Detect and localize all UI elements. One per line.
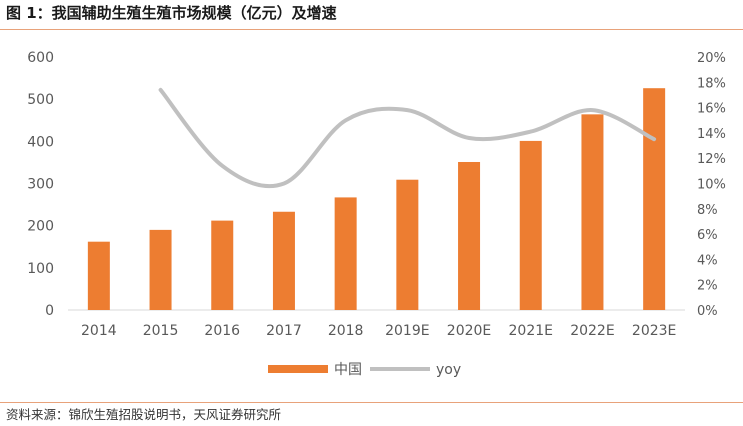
right-axis-tick-label: 4% — [697, 253, 718, 268]
legend-label-china: 中国 — [334, 362, 362, 378]
left-axis-tick-label: 500 — [27, 92, 54, 108]
left-axis-tick-label: 300 — [27, 177, 54, 193]
right-axis-tick-label: 2% — [697, 279, 718, 294]
right-axis-tick-label: 12% — [697, 152, 726, 167]
right-axis-tick-label: 14% — [697, 127, 726, 142]
right-axis-tick-label: 10% — [697, 178, 726, 193]
right-axis-tick-label: 16% — [697, 102, 726, 117]
x-axis-tick-label: 2022E — [570, 323, 614, 339]
x-axis-tick-label: 2019E — [385, 323, 429, 339]
left-axis-tick-label: 0 — [45, 303, 54, 319]
bar-2014 — [87, 241, 110, 310]
left-axis-ticks: 0 100 200 300 400 500 600 — [27, 50, 54, 319]
source-note: 资料来源：锦欣生殖招股说明书，天风证券研究所 — [6, 407, 282, 422]
bar-2022E — [581, 114, 604, 310]
bar-2023E — [643, 88, 666, 310]
x-axis-tick-label: 2014 — [81, 323, 117, 339]
bar-2016 — [211, 220, 234, 310]
source-divider — [0, 402, 743, 403]
right-axis-tick-label: 8% — [697, 203, 718, 218]
bar-2018 — [334, 197, 357, 310]
right-axis-tick-label: 18% — [697, 76, 726, 91]
x-axis-tick-label: 2017 — [266, 323, 302, 339]
bar-2019E — [396, 179, 419, 310]
legend-label-yoy: yoy — [436, 362, 461, 378]
legend: 中国 yoy — [268, 362, 461, 378]
bar-2015 — [149, 229, 172, 310]
x-axis-tick-label: 2023E — [632, 323, 676, 339]
x-axis-tick-label: 2020E — [447, 323, 491, 339]
right-axis-tick-label: 0% — [697, 304, 718, 319]
right-axis-tick-label: 20% — [697, 51, 726, 66]
right-axis-ticks: 0% 2% 4% 6% 8% 10% 12% 14% 16% 18% 20% — [697, 51, 726, 319]
legend-swatch-china — [268, 365, 328, 373]
market-size-chart: 0 100 200 300 400 500 600 0% 2% 4% 6% 8% 10% 12% 14% 1… — [27, 50, 726, 378]
left-axis-tick-label: 600 — [27, 50, 54, 66]
title-divider — [0, 29, 743, 30]
left-axis-tick-label: 200 — [27, 219, 54, 235]
x-axis-tick-label: 2015 — [143, 323, 179, 339]
x-axis-ticks: 2014 2015 2016 2017 2018 2019E 2020E 2021E 2022E… — [81, 323, 676, 339]
left-axis-tick-label: 400 — [27, 134, 54, 150]
yoy-line — [158, 87, 657, 189]
bar-series — [87, 88, 666, 310]
bar-2020E — [458, 161, 481, 310]
x-axis-tick-label: 2016 — [204, 323, 240, 339]
bar-2017 — [272, 211, 295, 310]
x-axis-tick-label: 2021E — [509, 323, 553, 339]
right-axis-tick-label: 6% — [697, 228, 718, 243]
figure-title: 图 1：我国辅助生殖生殖市场规模（亿元）及增速 — [6, 4, 337, 22]
bar-2021E — [519, 140, 542, 310]
x-axis-tick-label: 2018 — [328, 323, 364, 339]
left-axis-tick-label: 100 — [27, 261, 54, 277]
